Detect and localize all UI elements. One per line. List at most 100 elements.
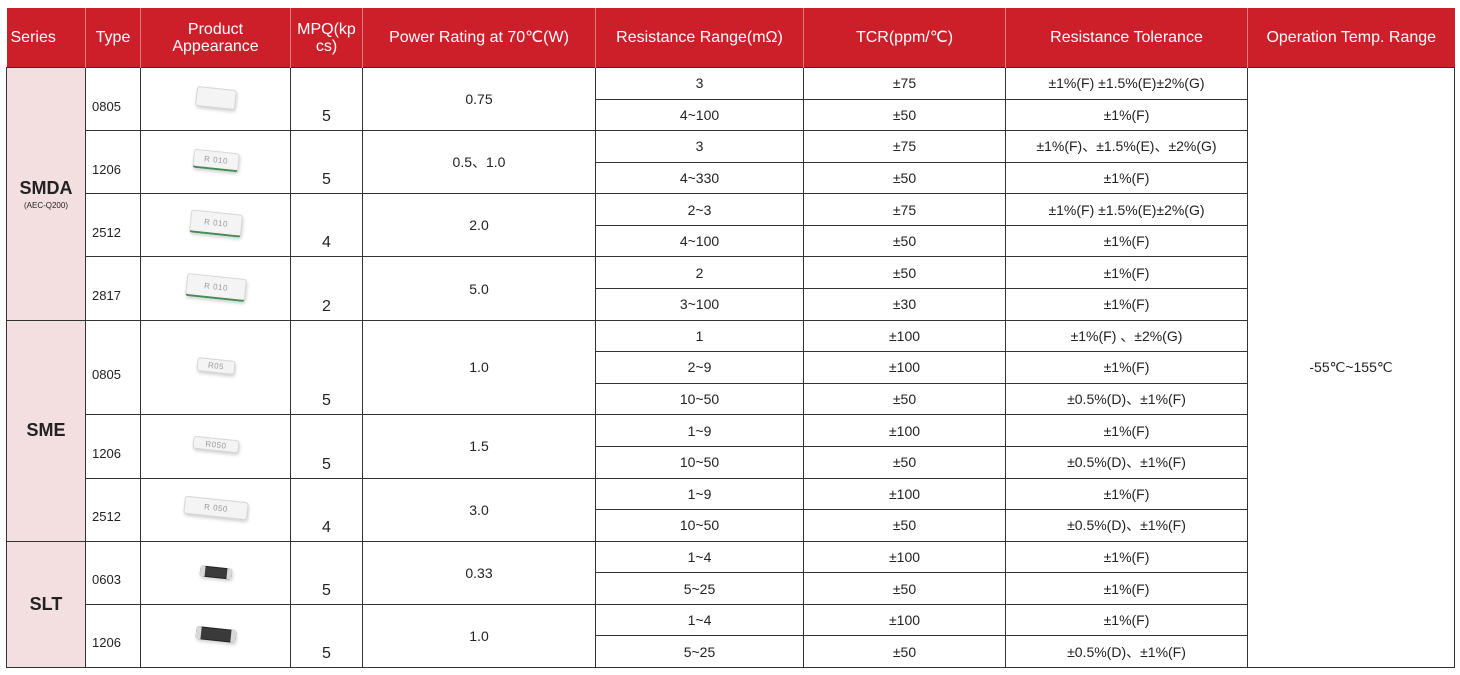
tolerance-cell: ±0.5%(D)、±1%(F) [1005,635,1248,668]
resistance-range-cell: 5~25 [595,635,804,668]
product-appearance-cell: R05 [140,319,291,416]
tcr-cell: ±50 [803,256,1006,290]
power-rating-cell: 5.0 [362,256,596,321]
tcr-cell: ±30 [803,288,1006,321]
product-appearance-cell [140,603,291,669]
resistor-chip-image: R 050 [182,495,249,521]
series-cell: SMDA (AEC-Q200) [6,67,86,321]
series-name: SMDA [19,177,73,198]
resistance-range-cell: 1~9 [595,414,804,447]
chip-marking: R 010 [203,154,228,166]
mpq-cell: 2 [290,256,363,321]
power-rating-cell: 3.0 [362,477,596,542]
table-row: 10~50 ±50 ±0.5%(D)、±1%(F) [7,509,1455,542]
series-qualification: (AEC-Q200) [23,200,68,210]
type-cell: 0805 [85,66,141,132]
resistor-chip-image [199,565,232,580]
resistance-range-cell: 2 [595,256,804,290]
table-row: 10~50 ±50 ±0.5%(D)、±1%(F) [7,445,1455,479]
chip-marking: R05 [206,360,225,372]
header-operation-temp-range: Operation Temp. Range [1247,8,1455,68]
table-row: 1206 5 1.0 1~4 ±100 ±1%(F) [7,603,1455,669]
power-rating-cell: 1.0 [362,603,596,669]
header-series: Series [6,8,86,68]
mpq-cell: 5 [290,540,363,605]
header-resistance-tolerance: Resistance Tolerance [1005,8,1248,68]
header-resistance-range: Resistance Range(mΩ) [595,8,804,68]
mpq-cell: 5 [290,130,363,195]
table-row: 4~100 ±50 ±1%(F) [7,224,1455,258]
resistance-range-cell: 1~9 [595,477,804,511]
tolerance-cell: ±1%(F) 、±2%(G) [1005,319,1248,353]
tcr-cell: ±50 [803,572,1006,605]
chip-marking: R 010 [203,280,228,293]
table-row: 2~9 ±100 ±1%(F) [7,351,1455,384]
product-appearance-cell: R 010 [140,256,291,321]
table-row: 10~50 ±50 ±0.5%(D)、±1%(F) [7,382,1455,416]
table-row: SMDA (AEC-Q200) 0805 5 0.75 3 ±75 ±1%(F) ±1.5%(… [6,66,1455,668]
tcr-cell: ±100 [803,414,1006,447]
type-cell: 2512 [85,477,141,542]
tolerance-cell: ±0.5%(D)、±1%(F) [1005,509,1248,542]
mpq-cell: 5 [290,319,363,416]
resistance-range-cell: 10~50 [595,445,804,479]
resistance-range-cell: 4~330 [595,161,804,195]
header-row: Series Type Product Appearance MPQ(kp cs… [6,8,1455,68]
type-cell: 0805 [85,319,141,416]
tcr-cell: ±100 [803,351,1006,384]
mpq-cell: 5 [290,603,363,669]
tolerance-cell: ±1%(F) [1005,603,1248,637]
resistor-spec-table: Series Type Product Appearance MPQ(kp cs… [6,8,1455,669]
product-appearance-cell: R 010 [140,130,291,195]
tcr-cell: ±100 [803,319,1006,353]
resistance-range-cell: 4~100 [595,98,804,132]
product-appearance-cell: R 010 [140,193,291,258]
tolerance-cell: ±1%(F) [1005,288,1248,321]
type-cell: 1206 [85,603,141,669]
resistance-range-cell: 10~50 [595,382,804,416]
tolerance-cell: ±1%(F)、±1.5%(E)、±2%(G) [1005,130,1248,163]
type-cell: 2817 [85,256,141,321]
resistance-range-cell: 3~100 [595,288,804,321]
tcr-cell: ±100 [803,603,1006,637]
tolerance-cell: ±1%(F) ±1.5%(E)±2%(G) [1005,193,1248,226]
tcr-cell: ±100 [803,477,1006,511]
tolerance-cell: ±0.5%(D)、±1%(F) [1005,382,1248,416]
series-cell: SME [6,319,86,542]
tcr-cell: ±75 [803,67,1006,100]
resistance-range-cell: 4~100 [595,224,804,258]
tcr-cell: ±100 [803,540,1006,574]
tcr-cell: ±50 [803,445,1006,479]
resistor-chip-image [194,85,237,110]
tcr-cell: ±50 [803,98,1006,132]
resistance-range-cell: 3 [595,130,804,163]
table-row: 2512 R 010 4 2.0 2~3 ±75 ±1%(F) ±1.5%(E)±2%(G) [7,193,1455,258]
resistor-chip-image: R050 [191,436,240,454]
power-rating-cell: 0.75 [362,66,596,132]
header-power-rating: Power Rating at 70℃(W) [362,8,596,68]
resistance-range-cell: 5~25 [595,572,804,605]
series-name: SME [26,420,66,441]
product-appearance-cell: R 050 [140,477,291,542]
resistance-range-cell: 3 [595,67,804,100]
resistor-chip-image: R 010 [191,148,240,173]
power-rating-cell: 1.0 [362,319,596,416]
power-rating-cell: 0.5、1.0 [362,130,596,195]
resistance-range-cell: 1 [595,319,804,353]
type-cell: 1206 [85,414,141,479]
type-cell: 0603 [85,540,141,605]
header-type: Type [85,8,141,68]
series-name: SLT [29,593,63,614]
table-row: 3~100 ±30 ±1%(F) [7,288,1455,321]
resistor-chip-image: R05 [195,357,236,375]
header-product-appearance: Product Appearance [140,8,291,68]
tolerance-cell: ±1%(F) [1005,161,1248,195]
type-cell: 2512 [85,193,141,258]
tolerance-cell: ±0.5%(D)、±1%(F) [1005,445,1248,479]
resistance-range-cell: 1~4 [595,603,804,637]
tolerance-cell: ±1%(F) ±1.5%(E)±2%(G) [1005,67,1248,100]
tcr-cell: ±75 [803,130,1006,163]
tolerance-cell: ±1%(F) [1005,224,1248,258]
tolerance-cell: ±1%(F) [1005,256,1248,290]
tcr-cell: ±50 [803,382,1006,416]
